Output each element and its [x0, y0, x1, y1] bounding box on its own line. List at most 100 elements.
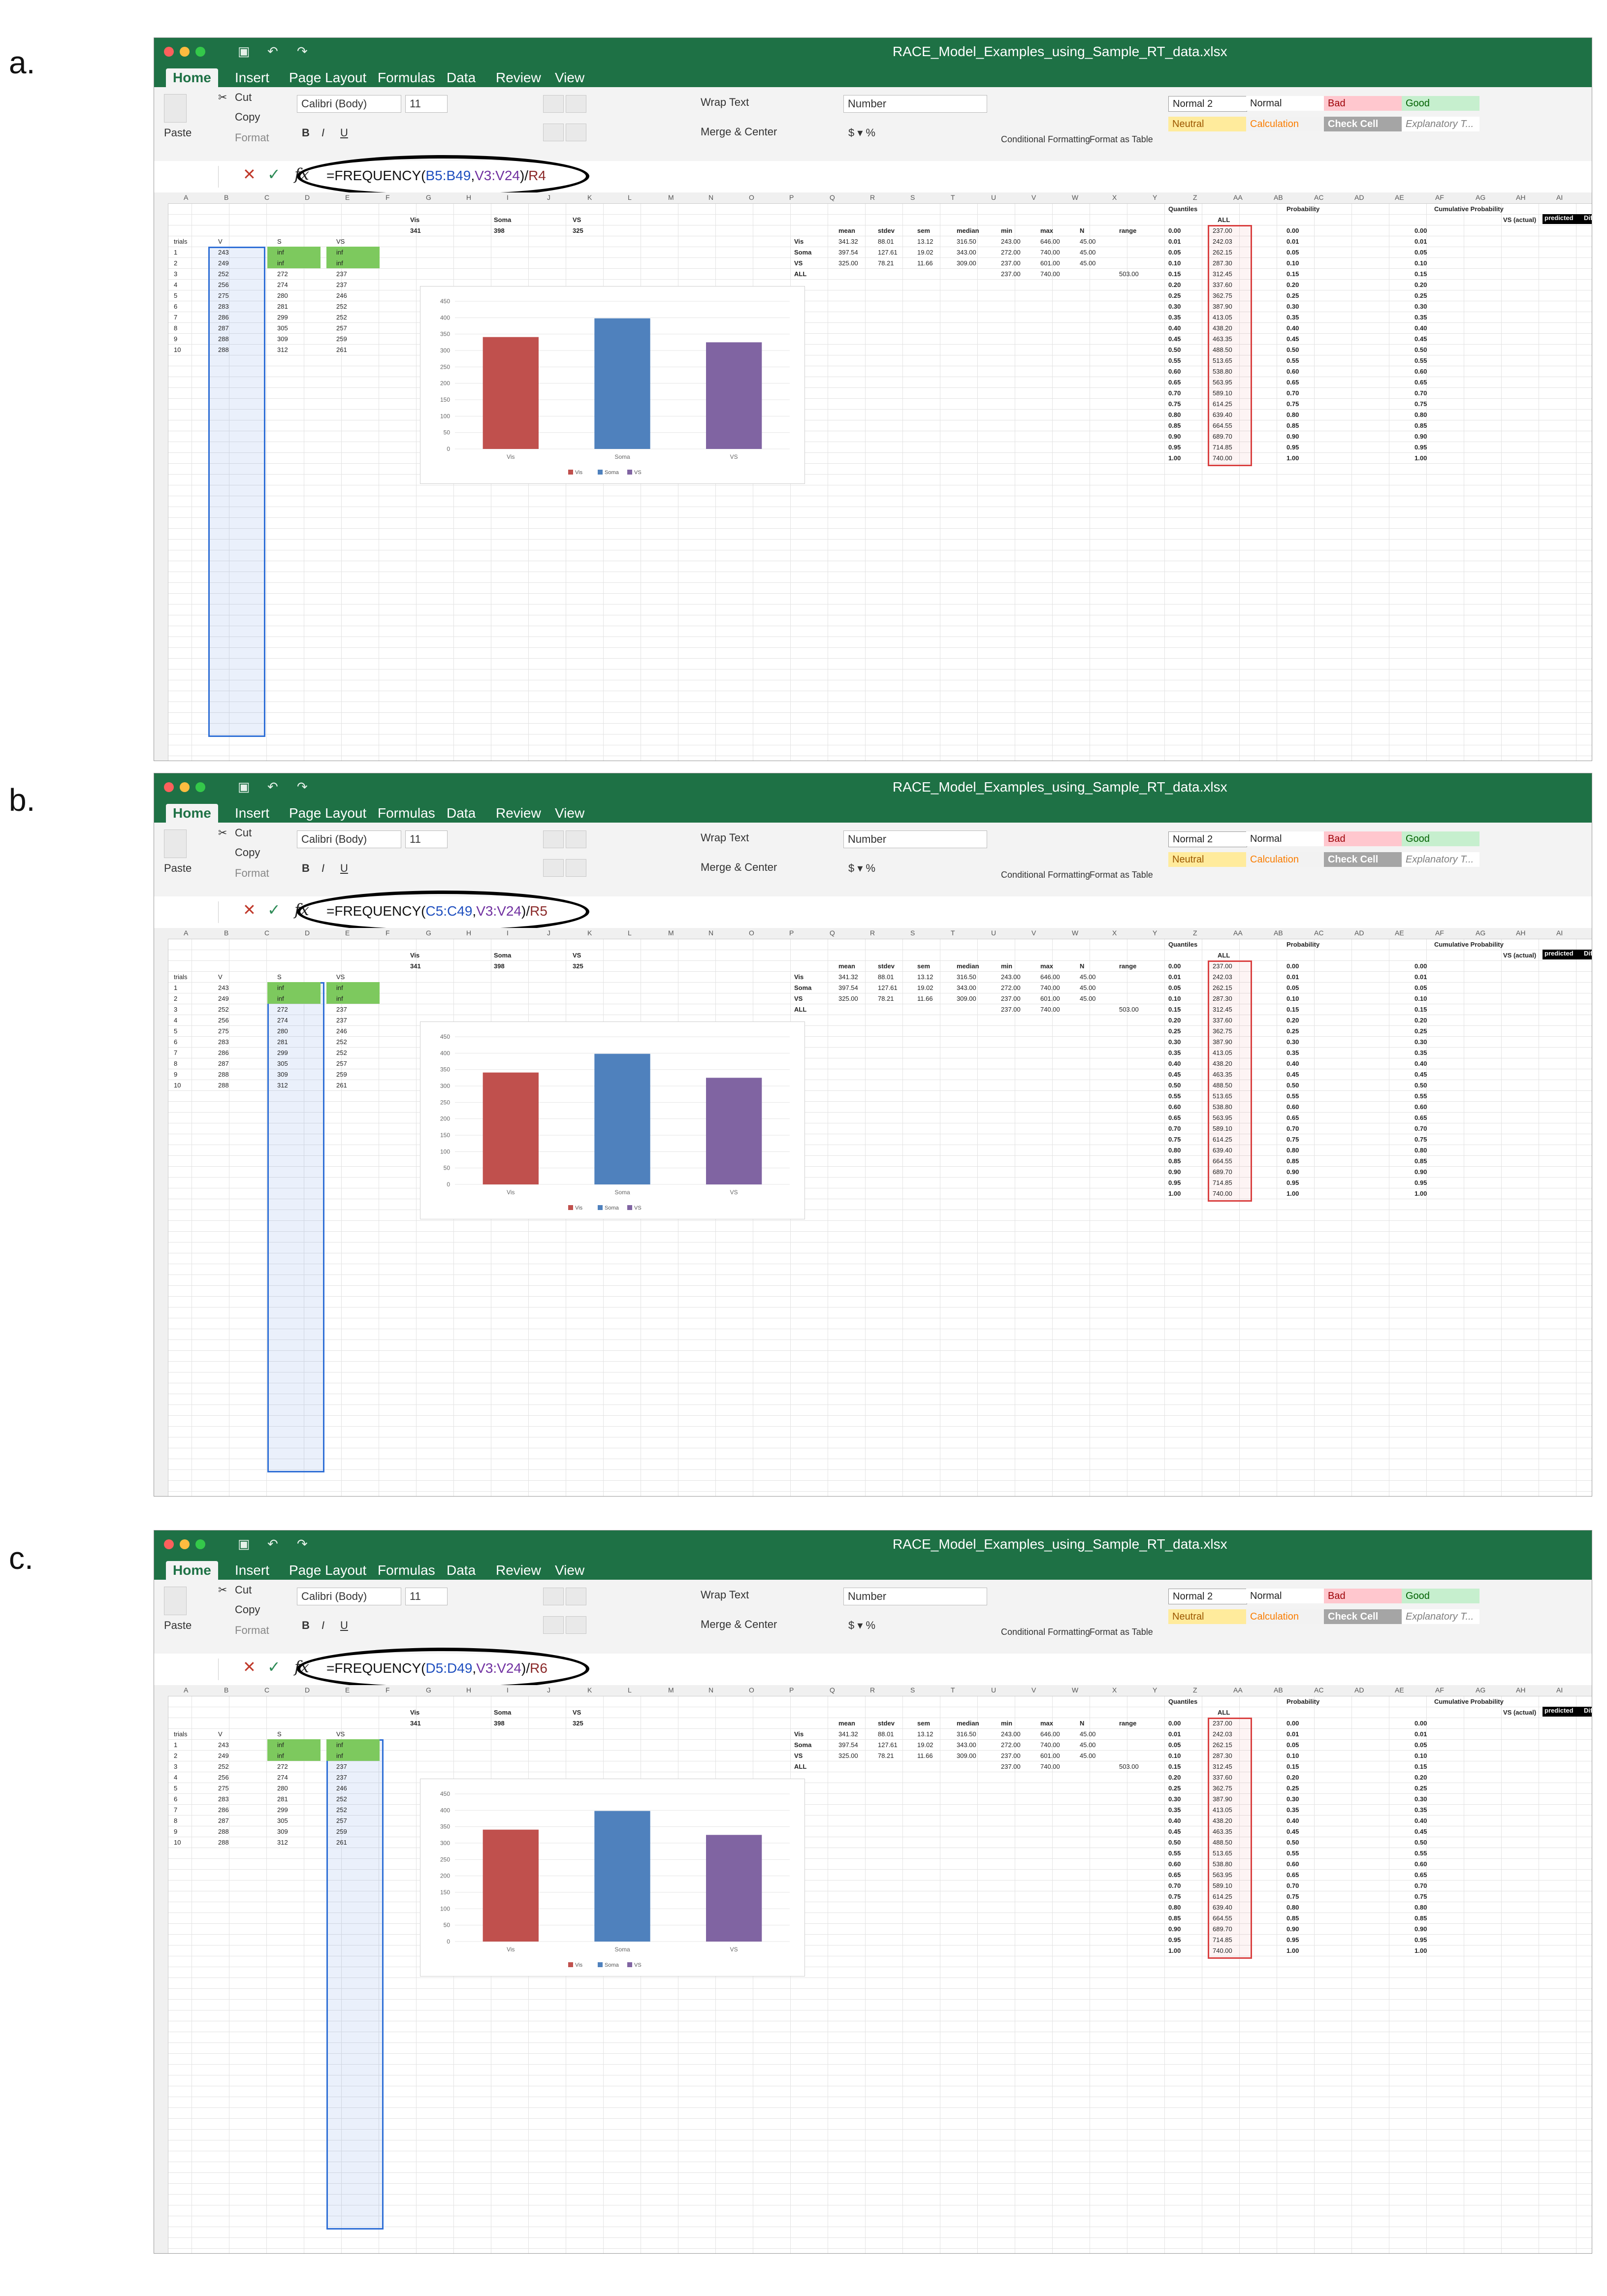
quantile-cell[interactable]: 0.10 — [1286, 259, 1299, 267]
column-header[interactable]: R — [870, 193, 875, 201]
copy-button[interactable]: Copy — [235, 111, 260, 123]
stats-cell[interactable]: Soma — [794, 984, 812, 991]
quantile-cell[interactable]: 0.90 — [1286, 1925, 1299, 1933]
stats-cell[interactable]: 78.21 — [878, 995, 894, 1002]
rt-cell[interactable]: 6 — [174, 1795, 178, 1803]
currency-format-button[interactable]: $ ▾ % — [848, 1619, 876, 1631]
copy-button[interactable]: Copy — [235, 846, 260, 859]
stats-cell[interactable]: 237.00 — [1001, 995, 1021, 1002]
quantile-cell[interactable]: 0.30 — [1286, 303, 1299, 310]
quantile-cell[interactable]: 0.80 — [1414, 411, 1427, 418]
top-value[interactable]: 341 — [410, 227, 421, 234]
align-middle-button[interactable] — [566, 1588, 586, 1605]
column-header[interactable]: R — [870, 1686, 875, 1694]
column-header[interactable]: H — [466, 1686, 472, 1694]
quantiles-header[interactable]: Quantiles — [1168, 941, 1198, 948]
rt-header[interactable]: V — [218, 973, 223, 981]
rt-cell[interactable]: 288 — [218, 1839, 229, 1846]
quantile-cell[interactable]: 1.00 — [1168, 1190, 1181, 1197]
style-calculation[interactable]: Calculation — [1246, 117, 1324, 131]
stats-cell[interactable]: 45.00 — [1080, 1752, 1096, 1759]
rt-cell[interactable]: 259 — [336, 335, 347, 343]
stats-cell[interactable]: 45.00 — [1080, 995, 1096, 1002]
difference-header[interactable]: Difference — [1582, 950, 1592, 959]
rt-cell[interactable]: 243 — [218, 984, 229, 991]
all-value-cell[interactable]: 237.00 — [1213, 227, 1232, 234]
conditional-formatting-button[interactable]: Conditional Formatting — [1001, 134, 1091, 144]
rt-cell[interactable]: inf — [277, 1752, 284, 1759]
quantile-cell[interactable]: 0.70 — [1286, 389, 1299, 397]
tab-review[interactable]: Review — [496, 1563, 541, 1578]
column-header[interactable]: A — [184, 929, 189, 937]
stats-cell[interactable]: 88.01 — [878, 238, 894, 245]
rt-cell[interactable]: 1 — [174, 1741, 178, 1749]
rt-header[interactable]: VS — [336, 973, 345, 981]
number-format-dropdown[interactable]: Number — [843, 830, 987, 848]
bar-soma[interactable] — [594, 1811, 650, 1942]
stats-cell[interactable]: 601.00 — [1040, 1752, 1060, 1759]
quantile-cell[interactable]: 0.70 — [1414, 1882, 1427, 1889]
rt-cell[interactable]: 256 — [218, 1774, 229, 1781]
stats-cell[interactable]: VS — [794, 995, 803, 1002]
column-header[interactable]: AA — [1233, 193, 1243, 201]
quantile-cell[interactable]: 0.40 — [1286, 324, 1299, 332]
tab-data[interactable]: Data — [447, 70, 476, 85]
cumulative-header[interactable]: Cumulative Probability — [1434, 941, 1504, 948]
column-header[interactable]: Q — [830, 929, 835, 937]
style-bad[interactable]: Bad — [1324, 1589, 1402, 1603]
quantile-cell[interactable]: 0.05 — [1286, 249, 1299, 256]
style-good[interactable]: Good — [1402, 96, 1479, 111]
quantile-cell[interactable]: 0.00 — [1286, 962, 1299, 970]
stats-cell[interactable]: 646.00 — [1040, 1730, 1060, 1738]
quantile-cell[interactable]: 0.20 — [1414, 1774, 1427, 1781]
redo-icon[interactable]: ↷ — [297, 44, 308, 59]
quantile-cell[interactable]: 0.55 — [1168, 1850, 1181, 1857]
all-value-cell[interactable]: 337.60 — [1213, 1017, 1232, 1024]
save-icon[interactable]: ▣ — [238, 779, 250, 794]
column-header[interactable]: AG — [1476, 929, 1486, 937]
redo-icon[interactable]: ↷ — [297, 779, 308, 794]
column-header[interactable]: U — [991, 193, 996, 201]
style-normal-2[interactable]: Normal 2 — [1168, 831, 1247, 847]
column-header[interactable]: R — [870, 929, 875, 937]
quantile-cell[interactable]: 0.10 — [1286, 1752, 1299, 1759]
style-good[interactable]: Good — [1402, 1589, 1479, 1603]
quantile-cell[interactable]: 0.35 — [1414, 1049, 1427, 1056]
quantile-cell[interactable]: 0.30 — [1168, 1795, 1181, 1803]
stats-cell[interactable]: 397.54 — [838, 249, 858, 256]
quantile-cell[interactable]: 0.75 — [1414, 400, 1427, 408]
rt-header[interactable]: V — [218, 238, 223, 245]
rt-cell[interactable]: 280 — [277, 1785, 288, 1792]
quantile-cell[interactable]: 0.60 — [1414, 1103, 1427, 1111]
rt-cell[interactable]: 9 — [174, 1071, 178, 1078]
stats-cell[interactable]: 309.00 — [957, 259, 976, 267]
column-header[interactable]: P — [789, 193, 794, 201]
column-header[interactable]: T — [951, 1686, 955, 1694]
worksheet-grid[interactable]: A B C D E F G H I J K L M N O P Q R S T U V W X Y Z AA AB AC AD AE AF AG… — [154, 928, 1592, 1496]
top-label[interactable]: Soma — [494, 216, 512, 223]
all-value-cell[interactable]: 664.55 — [1213, 1914, 1232, 1922]
probability-header[interactable]: Probability — [1286, 205, 1320, 213]
stats-header[interactable]: min — [1001, 227, 1013, 234]
quantile-cell[interactable]: 0.55 — [1168, 1092, 1181, 1100]
stats-header[interactable]: sem — [917, 1720, 931, 1727]
quantile-cell[interactable]: 0.95 — [1286, 1179, 1299, 1186]
wrap-text-button[interactable]: Wrap Text — [701, 1589, 749, 1601]
stats-cell[interactable]: Vis — [794, 238, 804, 245]
rt-cell[interactable]: 256 — [218, 1017, 229, 1024]
stats-cell[interactable]: 127.61 — [878, 984, 898, 991]
rt-cell[interactable]: 252 — [336, 303, 347, 310]
all-value-cell[interactable]: 513.65 — [1213, 1850, 1232, 1857]
all-value-cell[interactable]: 287.30 — [1213, 259, 1232, 267]
stats-cell[interactable]: 45.00 — [1080, 249, 1096, 256]
all-value-cell[interactable]: 614.25 — [1213, 1893, 1232, 1900]
align-center-button[interactable] — [566, 124, 586, 141]
column-header[interactable]: G — [426, 929, 431, 937]
stats-cell[interactable]: Soma — [794, 249, 812, 256]
all-value-cell[interactable]: 242.03 — [1213, 1730, 1232, 1738]
column-header[interactable]: B — [224, 1686, 229, 1694]
stats-cell[interactable]: 309.00 — [957, 995, 976, 1002]
stats-cell[interactable]: 243.00 — [1001, 238, 1021, 245]
column-header[interactable]: J — [547, 929, 550, 937]
rt-cell[interactable]: 275 — [218, 1785, 229, 1792]
